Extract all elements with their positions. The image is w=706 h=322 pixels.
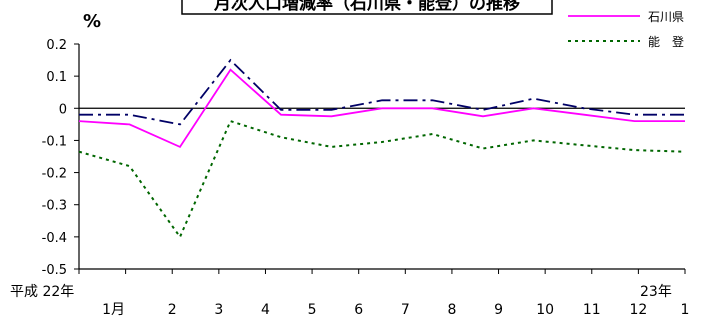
y-tick-label: 0.1	[46, 70, 67, 85]
y-axis-ticks: 0.2 0.1 0 -0.1 -0.2 -0.3 -0.4 -0.5	[42, 38, 79, 278]
x-era-start-label: 平成 22年	[10, 284, 74, 300]
x-axis-ticks: 1月 2 3 4 5 6 7 8 9 10 11 12 1	[78, 269, 690, 318]
x-tick-label: 12	[629, 302, 647, 318]
y-tick-label: -0.3	[42, 199, 67, 214]
x-tick-label: 4	[261, 302, 270, 318]
series-line-noto	[78, 119, 686, 239]
x-tick-label: 3	[214, 302, 223, 318]
x-tick-label: 1月	[102, 302, 125, 318]
series-line-dashdot	[79, 58, 685, 126]
x-tick-label: 11	[583, 302, 601, 318]
x-tick-label: 2	[168, 302, 177, 318]
x-tick-label: 1	[681, 302, 690, 318]
x-tick-label: 7	[401, 302, 410, 318]
x-era-end-label: 23年	[640, 284, 672, 300]
y-tick-label: 0	[59, 102, 67, 117]
x-tick-label: 10	[536, 302, 554, 318]
chart-title: 月次人口増減率（石川県・能登）の推移	[213, 0, 520, 14]
x-tick-label: 9	[494, 302, 503, 318]
x-tick-label: 6	[354, 302, 363, 318]
y-axis-unit: %	[83, 11, 101, 32]
x-tick-label: 8	[447, 302, 456, 318]
y-tick-label: 0.2	[46, 38, 67, 53]
y-tick-label: -0.1	[42, 134, 67, 149]
legend: 石川県 能 登	[568, 10, 684, 49]
legend-label-noto: 能 登	[648, 34, 684, 49]
series-line-ishikawa	[78, 68, 685, 149]
series-lines	[78, 58, 686, 239]
y-tick-label: -0.5	[42, 263, 67, 278]
chart-title-box	[181, 0, 553, 15]
y-tick-label: -0.2	[42, 167, 67, 182]
y-tick-label: -0.4	[42, 231, 67, 246]
x-tick-label: 5	[308, 302, 317, 318]
legend-label-ishikawa: 石川県	[648, 10, 684, 24]
